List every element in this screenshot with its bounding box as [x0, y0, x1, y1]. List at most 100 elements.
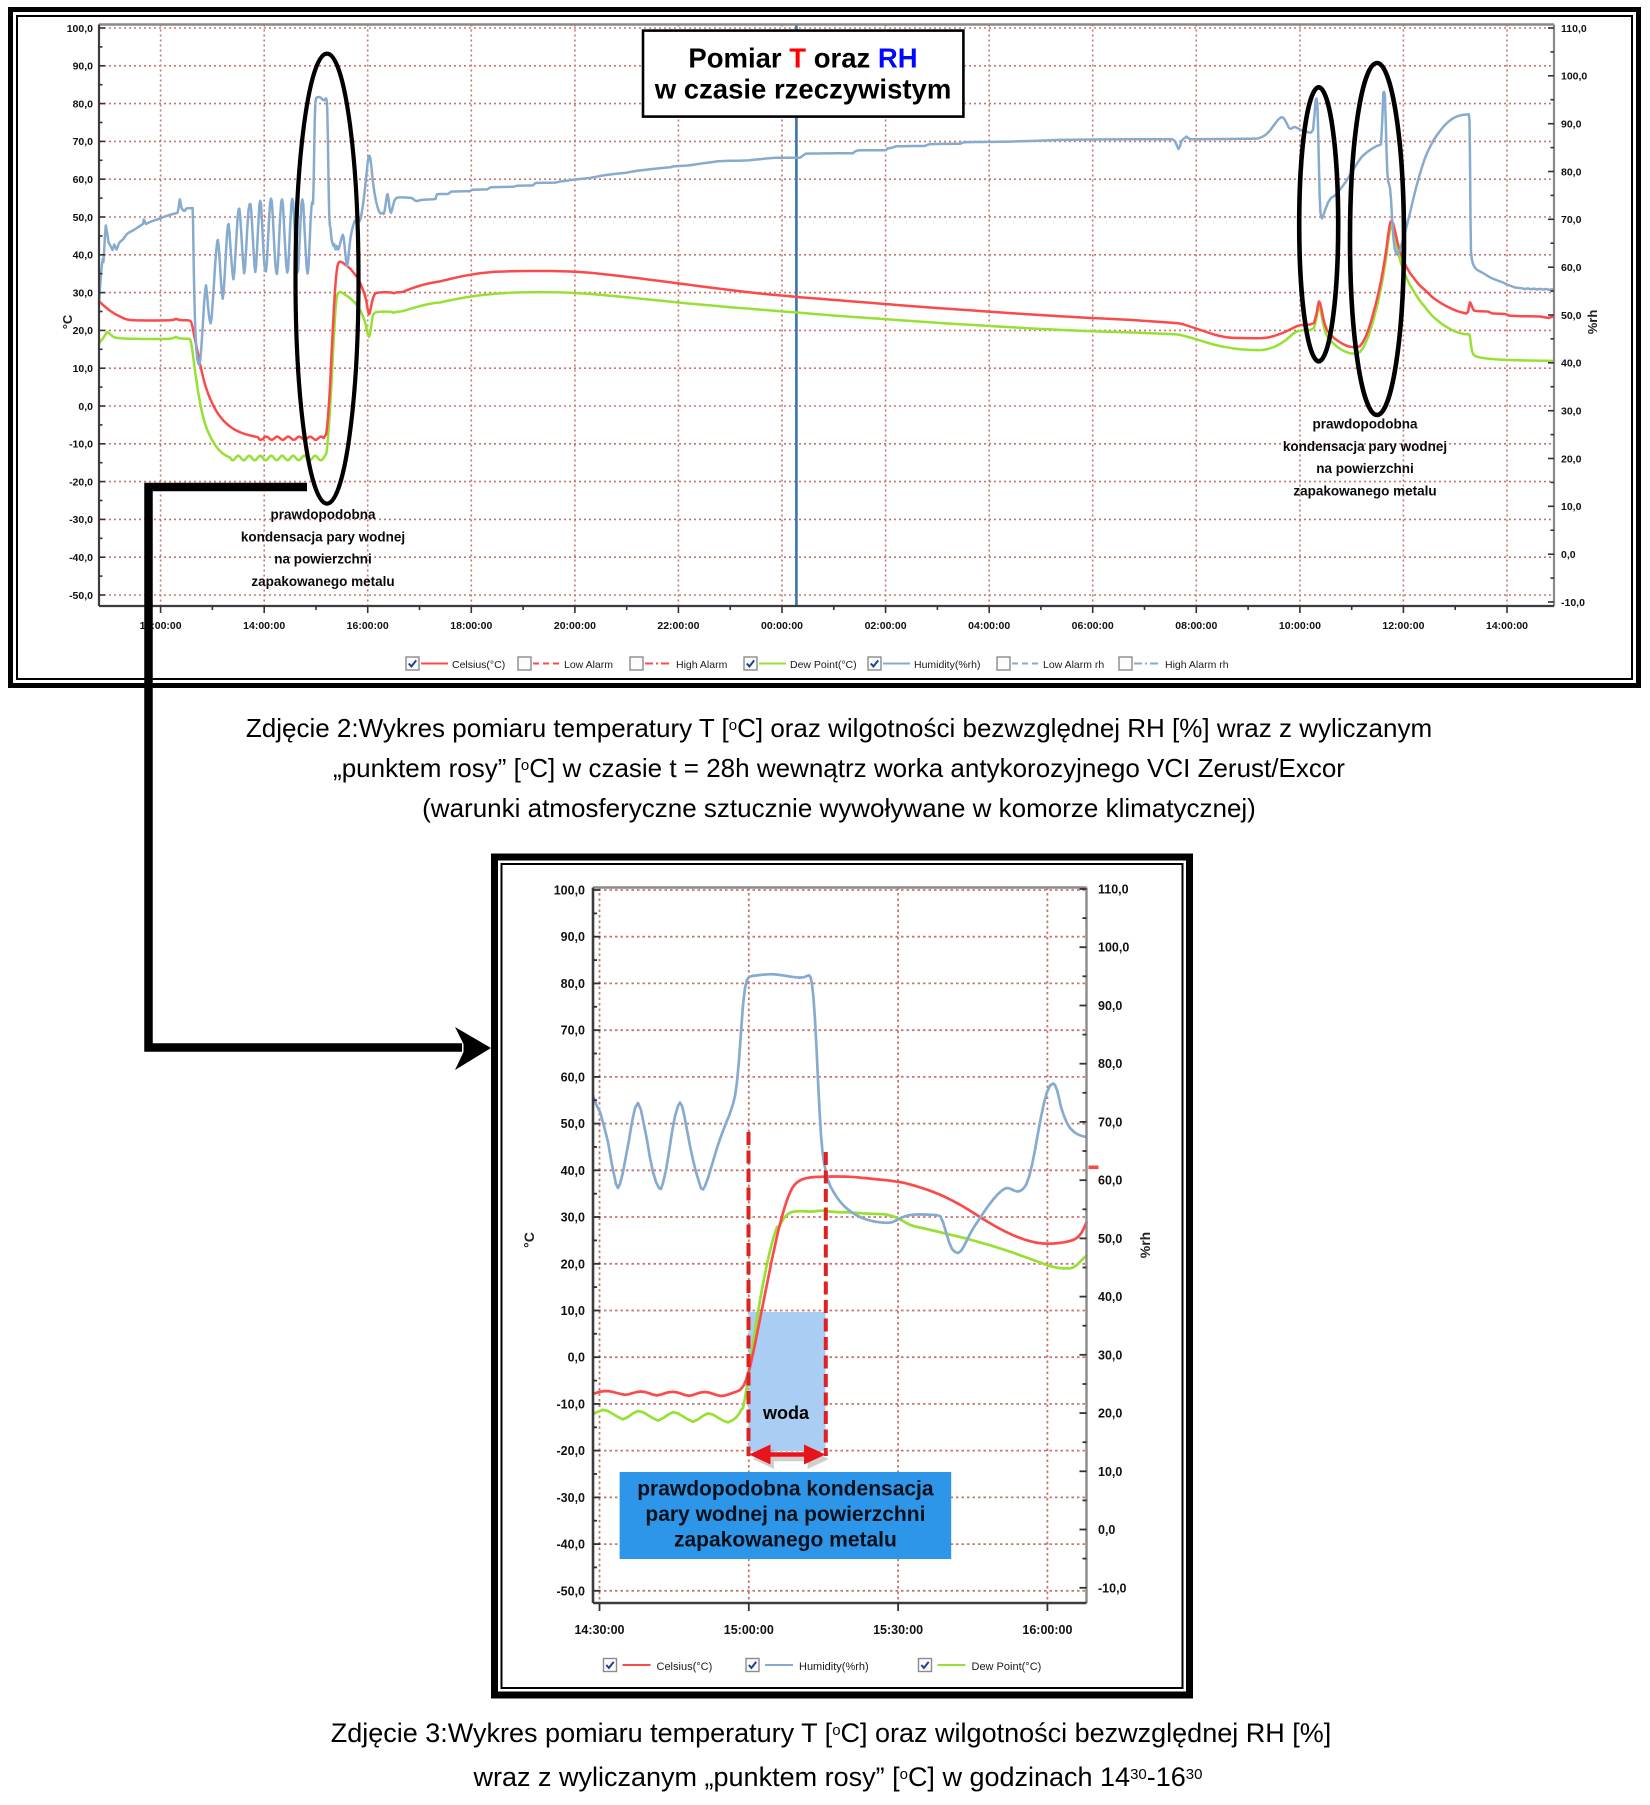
- svg-text:Celsius(°C): Celsius(°C): [657, 1661, 713, 1673]
- svg-text:„punktem rosy” [oC] w czasie t: „punktem rosy” [oC] w czasie t = 28h wew…: [333, 753, 1345, 783]
- svg-text:10:00:00: 10:00:00: [1279, 620, 1321, 632]
- svg-text:-10,0: -10,0: [1561, 597, 1585, 609]
- svg-text:100,0: 100,0: [554, 884, 585, 898]
- svg-text:06:00:00: 06:00:00: [1072, 620, 1114, 632]
- svg-text:90,0: 90,0: [561, 930, 585, 944]
- svg-text:0,0: 0,0: [1098, 1523, 1115, 1537]
- svg-text:°C: °C: [521, 1232, 537, 1248]
- svg-text:60,0: 60,0: [561, 1070, 585, 1084]
- svg-text:Humidity(%rh): Humidity(%rh): [799, 1661, 869, 1673]
- svg-text:%rh: %rh: [1137, 1232, 1153, 1258]
- svg-text:0,0: 0,0: [568, 1351, 585, 1365]
- svg-text:50,0: 50,0: [561, 1117, 585, 1131]
- svg-text:Celsius(°C): Celsius(°C): [452, 659, 505, 671]
- svg-text:16:00:00: 16:00:00: [347, 620, 389, 632]
- svg-text:20:00:00: 20:00:00: [554, 620, 596, 632]
- svg-text:30,0: 30,0: [561, 1211, 585, 1225]
- svg-text:-10,0: -10,0: [1098, 1581, 1127, 1595]
- svg-text:00:00:00: 00:00:00: [761, 620, 803, 632]
- svg-text:20,0: 20,0: [561, 1257, 585, 1271]
- svg-text:60,0: 60,0: [1098, 1174, 1122, 1188]
- svg-text:0,0: 0,0: [1561, 549, 1576, 561]
- svg-text:High Alarm: High Alarm: [676, 659, 728, 671]
- svg-text:High Alarm rh: High Alarm rh: [1165, 659, 1229, 671]
- svg-text:80,0: 80,0: [1561, 166, 1582, 178]
- svg-text:kondensacja pary wodnej: kondensacja pary wodnej: [241, 529, 405, 544]
- svg-text:110,0: 110,0: [1561, 23, 1587, 35]
- svg-text:80,0: 80,0: [73, 98, 94, 110]
- svg-text:prawdopodobna: prawdopodobna: [271, 507, 376, 522]
- svg-text:16:00:00: 16:00:00: [1022, 1623, 1072, 1637]
- svg-text:Pomiar T oraz RH: Pomiar T oraz RH: [688, 43, 917, 74]
- svg-text:70,0: 70,0: [1098, 1115, 1122, 1129]
- svg-text:Low Alarm rh: Low Alarm rh: [1043, 659, 1104, 671]
- svg-text:50,0: 50,0: [1561, 310, 1582, 322]
- svg-text:50,0: 50,0: [73, 212, 94, 224]
- svg-text:%rh: %rh: [1585, 310, 1600, 335]
- svg-text:-40,0: -40,0: [557, 1538, 586, 1552]
- svg-text:Dew Point(°C): Dew Point(°C): [790, 659, 857, 671]
- svg-text:prawdopodobna: prawdopodobna: [1313, 417, 1418, 432]
- svg-text:10,0: 10,0: [1098, 1465, 1122, 1479]
- svg-text:10,0: 10,0: [1561, 501, 1582, 513]
- svg-text:70,0: 70,0: [561, 1024, 585, 1038]
- svg-text:50,0: 50,0: [1098, 1232, 1122, 1246]
- svg-text:30,0: 30,0: [1561, 406, 1582, 418]
- svg-text:40,0: 40,0: [73, 250, 94, 262]
- svg-text:14:00:00: 14:00:00: [1486, 620, 1528, 632]
- svg-text:-10,0: -10,0: [69, 439, 93, 451]
- svg-text:15:00:00: 15:00:00: [724, 1623, 774, 1637]
- svg-text:zapakowanego metalu: zapakowanego metalu: [674, 1528, 897, 1551]
- svg-text:90,0: 90,0: [1098, 999, 1122, 1013]
- svg-text:80,0: 80,0: [1098, 1057, 1122, 1071]
- svg-text:14:00:00: 14:00:00: [243, 620, 285, 632]
- svg-text:60,0: 60,0: [73, 174, 94, 186]
- svg-text:40,0: 40,0: [561, 1164, 585, 1178]
- svg-text:40,0: 40,0: [1561, 358, 1582, 370]
- svg-text:70,0: 70,0: [1561, 214, 1582, 226]
- svg-text:-20,0: -20,0: [557, 1444, 586, 1458]
- svg-text:°C: °C: [60, 314, 75, 329]
- svg-text:na powierzchni: na powierzchni: [274, 552, 372, 567]
- svg-text:Zdjęcie 2:Wykres pomiaru tempe: Zdjęcie 2:Wykres pomiaru temperatury T […: [246, 713, 1432, 743]
- svg-text:90,0: 90,0: [73, 61, 94, 73]
- svg-text:-30,0: -30,0: [557, 1491, 586, 1505]
- svg-text:na powierzchni: na powierzchni: [1316, 461, 1414, 476]
- svg-text:zapakowanego metalu: zapakowanego metalu: [251, 574, 394, 589]
- svg-text:20,0: 20,0: [73, 325, 94, 337]
- svg-text:-30,0: -30,0: [69, 514, 93, 526]
- svg-text:0,0: 0,0: [78, 401, 93, 413]
- svg-text:20,0: 20,0: [1561, 453, 1582, 465]
- svg-text:20,0: 20,0: [1098, 1407, 1122, 1421]
- svg-text:100,0: 100,0: [1561, 71, 1587, 83]
- svg-text:15:30:00: 15:30:00: [873, 1623, 923, 1637]
- svg-text:02:00:00: 02:00:00: [865, 620, 907, 632]
- svg-text:40,0: 40,0: [1098, 1290, 1122, 1304]
- svg-text:110,0: 110,0: [1098, 883, 1129, 897]
- svg-text:woda: woda: [762, 1403, 810, 1423]
- svg-text:-40,0: -40,0: [69, 552, 93, 564]
- svg-text:12:00:00: 12:00:00: [1382, 620, 1424, 632]
- svg-text:22:00:00: 22:00:00: [657, 620, 699, 632]
- svg-text:-50,0: -50,0: [557, 1584, 586, 1598]
- svg-text:80,0: 80,0: [561, 977, 585, 991]
- svg-text:10,0: 10,0: [561, 1304, 585, 1318]
- svg-text:100,0: 100,0: [1098, 941, 1129, 955]
- svg-text:100,0: 100,0: [67, 23, 93, 35]
- svg-text:zapakowanego metalu: zapakowanego metalu: [1293, 483, 1436, 498]
- svg-text:kondensacja pary wodnej: kondensacja pary wodnej: [1283, 439, 1447, 454]
- svg-text:10,0: 10,0: [73, 363, 94, 375]
- svg-text:Dew Point(°C): Dew Point(°C): [972, 1661, 1042, 1673]
- svg-text:14:30:00: 14:30:00: [574, 1623, 624, 1637]
- svg-text:90,0: 90,0: [1561, 119, 1582, 131]
- svg-text:60,0: 60,0: [1561, 262, 1582, 274]
- svg-text:70,0: 70,0: [73, 136, 94, 148]
- svg-text:18:00:00: 18:00:00: [450, 620, 492, 632]
- svg-text:04:00:00: 04:00:00: [968, 620, 1010, 632]
- svg-text:08:00:00: 08:00:00: [1175, 620, 1217, 632]
- svg-text:wraz z wyliczanym „punktem ros: wraz z wyliczanym „punktem rosy” [oC] w …: [473, 1762, 1203, 1792]
- svg-text:w czasie rzeczywistym: w czasie rzeczywistym: [654, 74, 952, 105]
- svg-text:-10,0: -10,0: [557, 1397, 586, 1411]
- svg-text:prawdopodobna kondensacja: prawdopodobna kondensacja: [637, 1478, 934, 1501]
- svg-text:Zdjęcie 3:Wykres pomiaru tempe: Zdjęcie 3:Wykres pomiaru temperatury T […: [331, 1718, 1332, 1748]
